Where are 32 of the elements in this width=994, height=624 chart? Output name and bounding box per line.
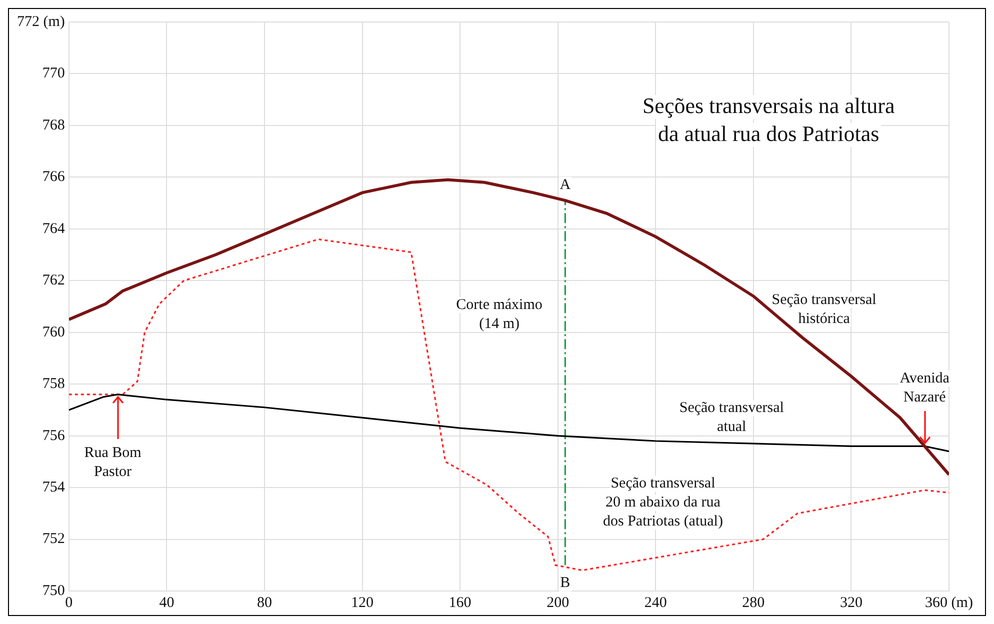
y-tick-label: 768: [42, 117, 65, 134]
x-tick-label: 40: [159, 594, 174, 611]
x-tick-label: 160: [448, 594, 472, 611]
x-tick-label: 360 (m): [925, 594, 973, 611]
x-tick-label: 200: [546, 594, 570, 611]
y-tick-label: 756: [42, 428, 66, 444]
x-tick-label: 80: [256, 594, 272, 611]
annotation: Seção transversal atual: [679, 400, 784, 435]
y-tick-label: 760: [42, 324, 65, 340]
annotation: Rua Bom Pastor: [84, 444, 142, 480]
text: Seções transversais na altura da atual rua dos Patriotas: [642, 92, 895, 146]
y-tick-label: 762: [42, 272, 65, 289]
annotation: Corte máximo (14 m): [456, 296, 542, 332]
y-tick-label: 758: [42, 376, 65, 392]
x-tick-label: 120: [351, 594, 374, 611]
x-tick-label: 0: [65, 594, 73, 611]
line-series: [68, 238, 949, 572]
annotation: B: [560, 575, 570, 592]
y-tick-label: 754: [42, 479, 66, 496]
annotation: Avenida Nazaré: [900, 370, 950, 406]
y-tick-label: 772 (m): [16, 14, 65, 30]
y-tick-label: 750: [42, 582, 65, 599]
y-tick-label: 770: [42, 66, 65, 82]
annotation: Seção transversal histórica: [772, 292, 876, 327]
annotation: Seção transversal 20 m abaixo da rua dos Patriotas (atual): [602, 476, 723, 530]
y-tick-label: 766: [42, 169, 66, 186]
x-tick-label: 240: [644, 594, 667, 611]
annotation: A: [560, 176, 571, 193]
y-tick-label: 764: [42, 220, 66, 237]
y-tick-label: 752: [42, 531, 65, 548]
x-tick-label: 280: [742, 594, 765, 611]
x-tick-label: 320: [840, 594, 862, 611]
